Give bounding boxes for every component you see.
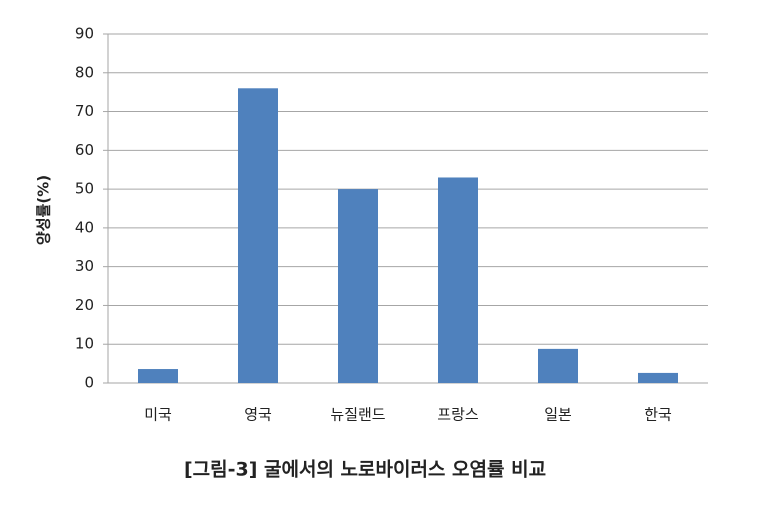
chart-title: [그림-3] 굴에서의 노로바이러스 오염률 비교 [184,459,546,481]
y-axis-label: 양성률(%) [35,175,53,245]
y-tick-label: 90 [75,25,94,43]
x-tick-label: 뉴질랜드 [330,406,385,424]
bar [638,372,678,383]
x-tick-label: 한국 [644,406,672,424]
y-tick-label: 50 [75,180,94,198]
y-tick-label: 10 [75,335,94,353]
x-tick-label: 미국 [144,406,172,424]
y-tick-label: 40 [75,218,94,236]
y-tick-label: 70 [75,102,94,120]
x-tick-label: 프랑스 [437,406,479,424]
y-tick-label: 30 [75,257,94,275]
bar [438,177,478,383]
bar [138,369,178,383]
x-tick-label: 영국 [244,406,272,424]
bar [238,88,278,384]
y-tick-label: 0 [84,374,94,392]
bar [538,348,578,383]
y-tick-label: 20 [75,296,94,314]
x-tick-label: 일본 [544,406,572,424]
y-tick-label: 80 [75,63,94,81]
bar [338,189,378,383]
y-tick-label: 60 [75,141,94,159]
